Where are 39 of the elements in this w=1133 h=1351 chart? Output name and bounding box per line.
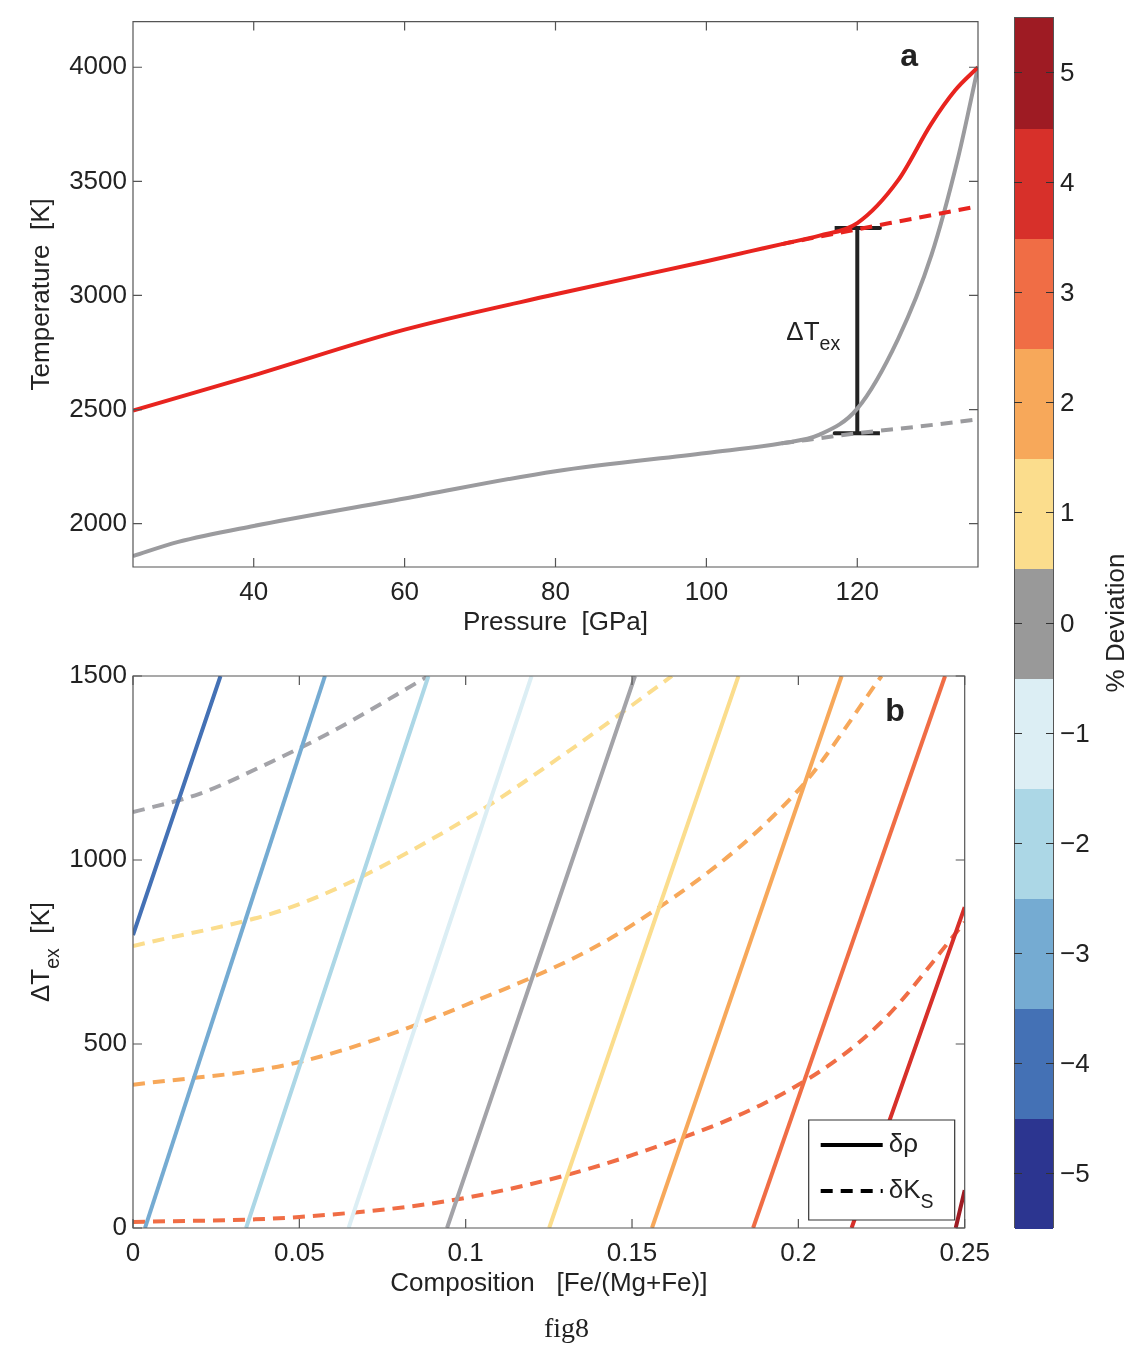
x-tick-label: 100	[684, 575, 729, 606]
text: a	[900, 37, 919, 74]
x-tick-label: 80	[541, 575, 570, 606]
y-tick-label: 2500	[69, 392, 127, 423]
color-bar-label: 2	[1060, 387, 1075, 418]
y-axis-title: ΔTex [K]	[25, 901, 64, 1003]
y-axis-title: Temperature [K]	[25, 198, 56, 391]
legend-label: δρ	[888, 1128, 918, 1159]
y-tick-label: 1500	[69, 659, 127, 690]
y-tick-label: 1000	[69, 843, 127, 874]
x-axis-title: Pressure [GPa]	[463, 606, 648, 637]
x-tick-label: 0.25	[939, 1236, 990, 1267]
x-axis-title: Composition [Fe/(Mg+Fe)]	[390, 1267, 708, 1298]
color-bar-title: % Deviation	[1100, 552, 1130, 694]
color-bar-label: −3	[1060, 937, 1090, 968]
text: b	[885, 691, 905, 728]
x-tick-label: 0.05	[274, 1236, 325, 1267]
color-bar-label: 5	[1060, 57, 1075, 88]
color-bar-label: 0	[1060, 607, 1075, 638]
y-tick-label: 3000	[69, 278, 127, 309]
y-tick-label: 2000	[69, 506, 127, 537]
y-tick-label: 500	[83, 1027, 127, 1058]
x-tick-label: 120	[835, 575, 879, 606]
y-tick-label: 3500	[69, 164, 127, 195]
x-tick-label: 0.15	[606, 1236, 658, 1267]
color-bar-label: −5	[1060, 1157, 1090, 1188]
color-bar-label: 4	[1060, 167, 1075, 198]
caption: fig8	[542, 1312, 591, 1344]
color-bar-label: −2	[1060, 827, 1090, 858]
y-tick-label: 4000	[69, 50, 127, 81]
color-bar-label: 3	[1060, 277, 1075, 308]
x-tick-label: 0.2	[780, 1236, 817, 1267]
color-bar-label: −1	[1060, 717, 1090, 748]
color-bar-label: 1	[1060, 497, 1075, 528]
x-tick-label: 40	[239, 575, 269, 606]
y-tick-label: 0	[112, 1211, 127, 1242]
x-tick-label: 0.1	[447, 1236, 484, 1267]
x-tick-label: 60	[390, 575, 420, 606]
color-bar-label: −4	[1060, 1047, 1090, 1078]
